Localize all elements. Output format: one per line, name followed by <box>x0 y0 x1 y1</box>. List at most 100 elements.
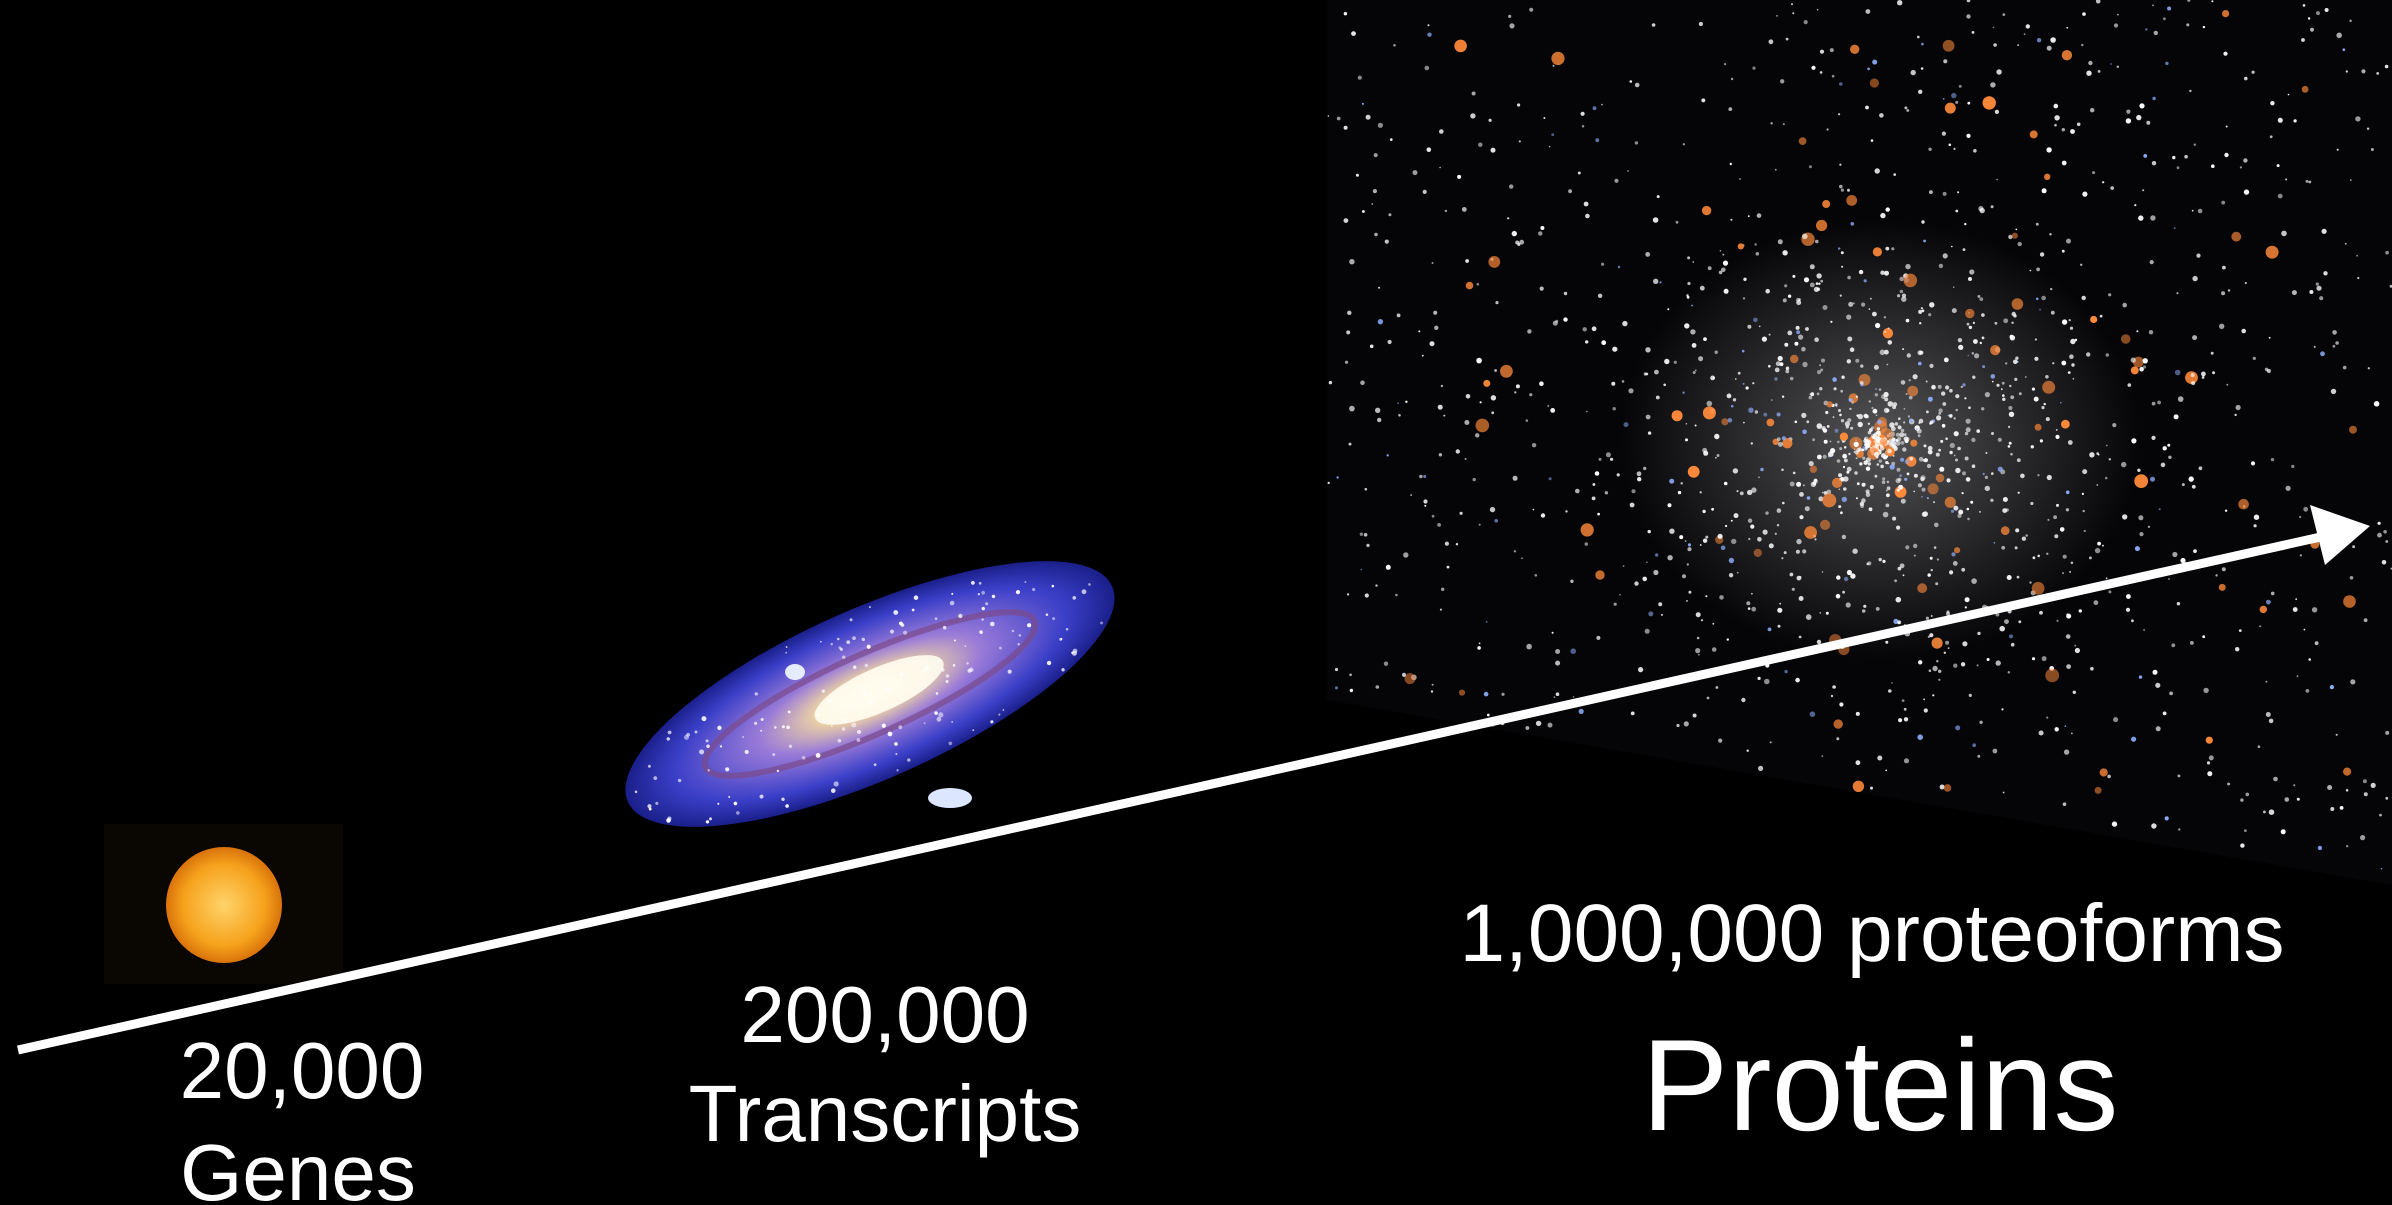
star <box>1925 380 1928 383</box>
star <box>1754 410 1759 414</box>
star <box>1867 422 1871 425</box>
star <box>2067 440 2073 445</box>
star <box>1555 649 1561 654</box>
star <box>2370 782 2376 789</box>
star <box>1784 669 1788 674</box>
star <box>2061 160 2067 166</box>
star <box>1686 563 1690 566</box>
star <box>2107 774 2111 779</box>
star <box>1750 442 1754 445</box>
star <box>1692 371 1696 374</box>
star <box>1913 554 1916 557</box>
star <box>2291 290 2297 296</box>
star <box>2244 829 2247 832</box>
galaxy-star <box>1002 709 1005 711</box>
star <box>2138 675 2143 679</box>
star <box>1880 464 1884 469</box>
star <box>1799 575 1802 579</box>
star <box>2277 117 2283 123</box>
star <box>1721 418 1729 426</box>
star <box>2005 508 2009 512</box>
star <box>1553 696 1556 698</box>
star <box>2086 70 2092 76</box>
star <box>2031 387 2035 391</box>
star <box>1953 454 1956 457</box>
star <box>1360 380 1365 386</box>
star <box>1363 533 1368 537</box>
star <box>2052 362 2055 365</box>
star <box>1747 518 1753 523</box>
star <box>1903 408 1906 410</box>
star <box>2083 529 2086 533</box>
star <box>1895 432 1900 437</box>
star <box>1511 230 1518 237</box>
star <box>2056 503 2059 507</box>
star <box>2171 643 2176 648</box>
star <box>2181 483 2185 487</box>
star <box>2054 115 2060 121</box>
star <box>2094 547 2101 554</box>
star <box>1875 414 1878 417</box>
star <box>1475 433 1480 438</box>
star <box>1823 439 1828 444</box>
star <box>1849 347 1855 353</box>
star <box>2008 411 2015 417</box>
galaxy-star <box>885 687 889 691</box>
star <box>2295 598 2298 601</box>
star <box>2335 733 2338 736</box>
star <box>1907 385 1919 397</box>
star <box>1955 209 1959 213</box>
star <box>1879 438 1888 446</box>
star <box>2002 791 2005 794</box>
star <box>1816 639 1822 645</box>
star <box>2068 371 2071 374</box>
star <box>2377 521 2381 525</box>
galaxy-star <box>776 769 780 773</box>
star <box>2061 360 2067 366</box>
star <box>1722 260 1729 266</box>
star <box>2111 821 2118 827</box>
star <box>1515 240 1520 245</box>
star <box>1715 686 1719 689</box>
star <box>1747 324 1752 329</box>
star <box>1913 490 1915 493</box>
star <box>1984 475 1988 479</box>
star <box>2240 798 2244 802</box>
star <box>2053 515 2058 520</box>
star <box>1917 583 1928 594</box>
star <box>2043 402 2046 406</box>
star <box>1733 513 1739 519</box>
star <box>1465 394 1471 399</box>
star <box>1404 673 1416 685</box>
star <box>2008 234 2013 240</box>
star <box>1896 467 1901 472</box>
star <box>1981 336 1985 340</box>
star <box>1870 786 1873 790</box>
star <box>1700 619 1704 622</box>
star <box>1418 330 1421 333</box>
star <box>1762 529 1768 535</box>
star <box>1900 457 1905 462</box>
star <box>2259 625 2262 628</box>
star <box>2355 116 2361 122</box>
genes-label: Genes <box>180 1128 416 1205</box>
star <box>2069 354 2074 360</box>
star <box>2070 338 2076 345</box>
star <box>1715 457 1717 459</box>
star <box>2150 215 2156 221</box>
star <box>1780 79 1785 84</box>
star <box>1979 720 1983 724</box>
star <box>1802 549 1807 554</box>
star <box>2180 557 2186 564</box>
star <box>2030 501 2034 506</box>
star <box>1457 174 1462 179</box>
galaxy-star <box>1026 623 1032 628</box>
star <box>1942 425 1945 428</box>
arrow-shaft <box>17 531 2326 1055</box>
star <box>1943 784 1952 792</box>
star <box>1595 570 1605 580</box>
star <box>1732 468 1739 474</box>
star <box>1570 579 1574 583</box>
star <box>1752 66 1756 70</box>
star <box>1949 414 1953 418</box>
